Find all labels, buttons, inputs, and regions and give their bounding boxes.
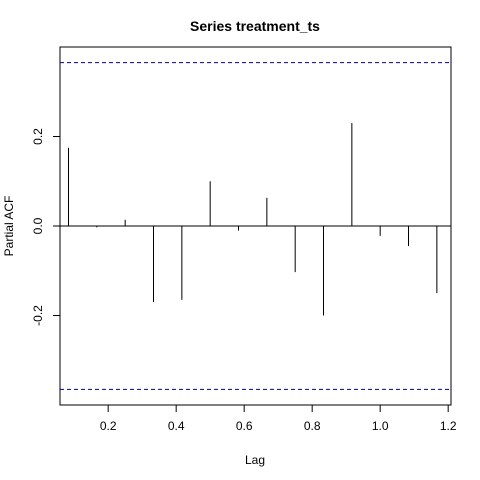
x-tick-label: 1.2	[440, 419, 457, 433]
x-axis-label: Lag	[245, 453, 265, 467]
x-tick-label: 0.2	[100, 419, 117, 433]
chart-title: Series treatment_ts	[190, 18, 320, 34]
x-tick-label: 0.4	[168, 419, 185, 433]
y-tick-label: 0.0	[31, 217, 45, 234]
x-tick-label: 0.6	[236, 419, 253, 433]
x-tick-label: 1.0	[372, 419, 389, 433]
y-axis-label: Partial ACF	[2, 196, 16, 257]
x-axis: 0.2 0.4 0.6 0.8 1.0 1.2	[100, 404, 457, 433]
y-tick-label: -0.2	[31, 305, 45, 326]
y-tick-label: 0.2	[31, 128, 45, 145]
y-axis: -0.2 0.0 0.2	[31, 128, 61, 326]
x-tick-label: 0.8	[304, 419, 321, 433]
bars-group	[68, 123, 438, 316]
